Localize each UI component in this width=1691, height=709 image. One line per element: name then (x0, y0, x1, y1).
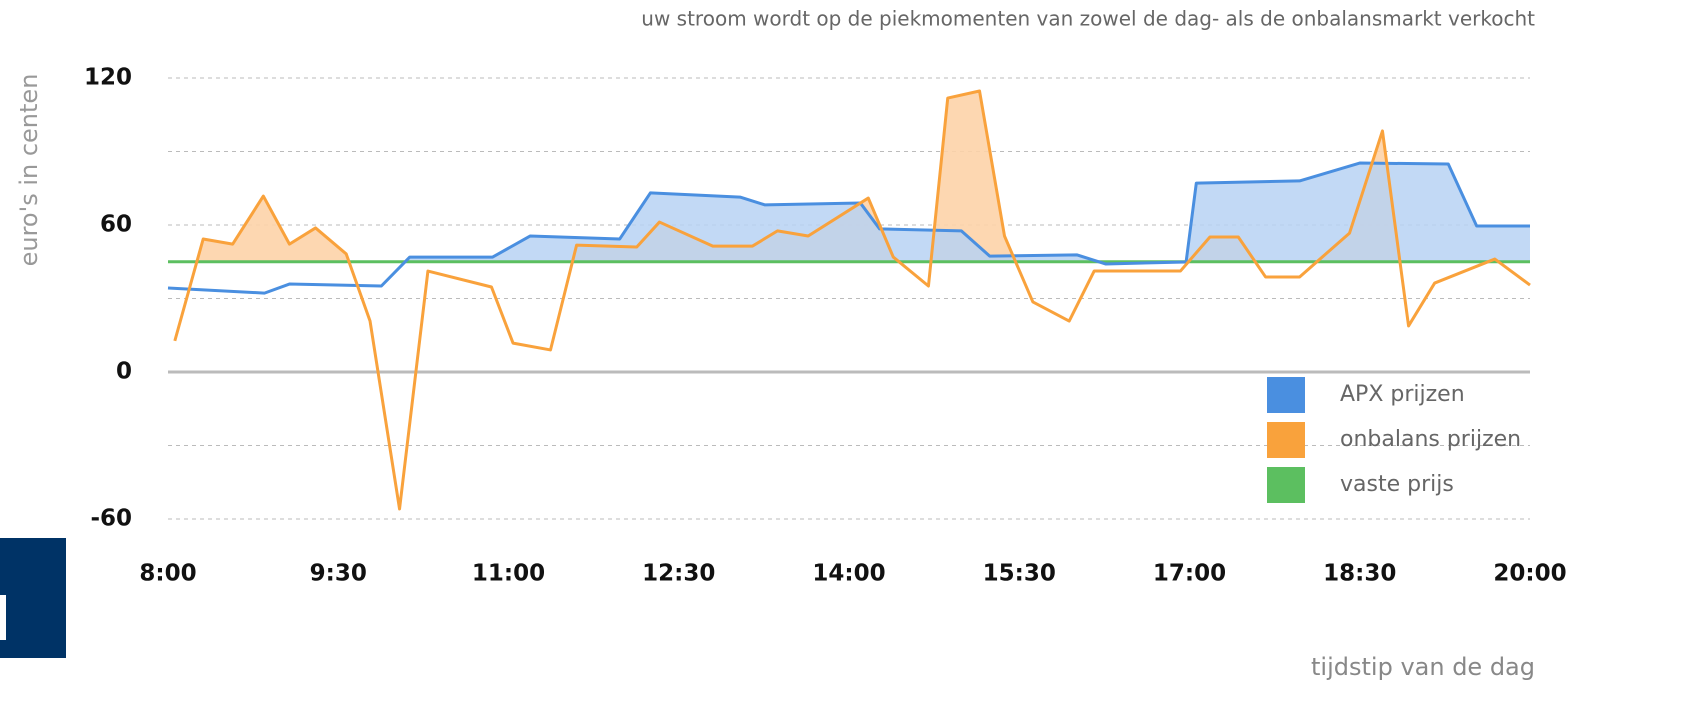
x-tick-label: 9:30 (310, 561, 367, 587)
y-tick-label: 0 (116, 359, 132, 385)
x-tick-label: 20:00 (1493, 561, 1566, 587)
series-line (173, 89, 1531, 511)
x-tick-label: 14:00 (812, 561, 885, 587)
y-tick-label: -60 (90, 506, 132, 532)
series-line (167, 161, 1530, 295)
y-tick-label: 60 (100, 212, 132, 238)
x-tick-label: 11:00 (472, 561, 545, 587)
y-tick-label: 120 (84, 65, 132, 91)
x-tick-label: 12:30 (642, 561, 715, 587)
x-tick-label: 17:00 (1153, 561, 1226, 587)
logo-mark (0, 595, 6, 640)
legend-swatch (1267, 377, 1305, 413)
legend-swatch (1267, 467, 1305, 503)
y-axis-label: euro's in centen (15, 74, 43, 267)
legend-label: onbalans prijzen (1340, 427, 1521, 452)
area-fill (174, 90, 1530, 262)
x-axis-label: tijdstip van de dag (1311, 653, 1535, 681)
area-fill (168, 163, 1530, 262)
x-tick-label: 15:30 (983, 561, 1056, 587)
chart-title: uw stroom wordt op de piekmomenten van z… (641, 7, 1535, 31)
logo-block (0, 538, 66, 658)
legend-label: APX prijzen (1340, 382, 1465, 407)
x-tick-label: 8:00 (139, 561, 196, 587)
legend-swatch (1267, 422, 1305, 458)
x-tick-label: 18:30 (1323, 561, 1396, 587)
legend-label: vaste prijs (1340, 472, 1454, 497)
